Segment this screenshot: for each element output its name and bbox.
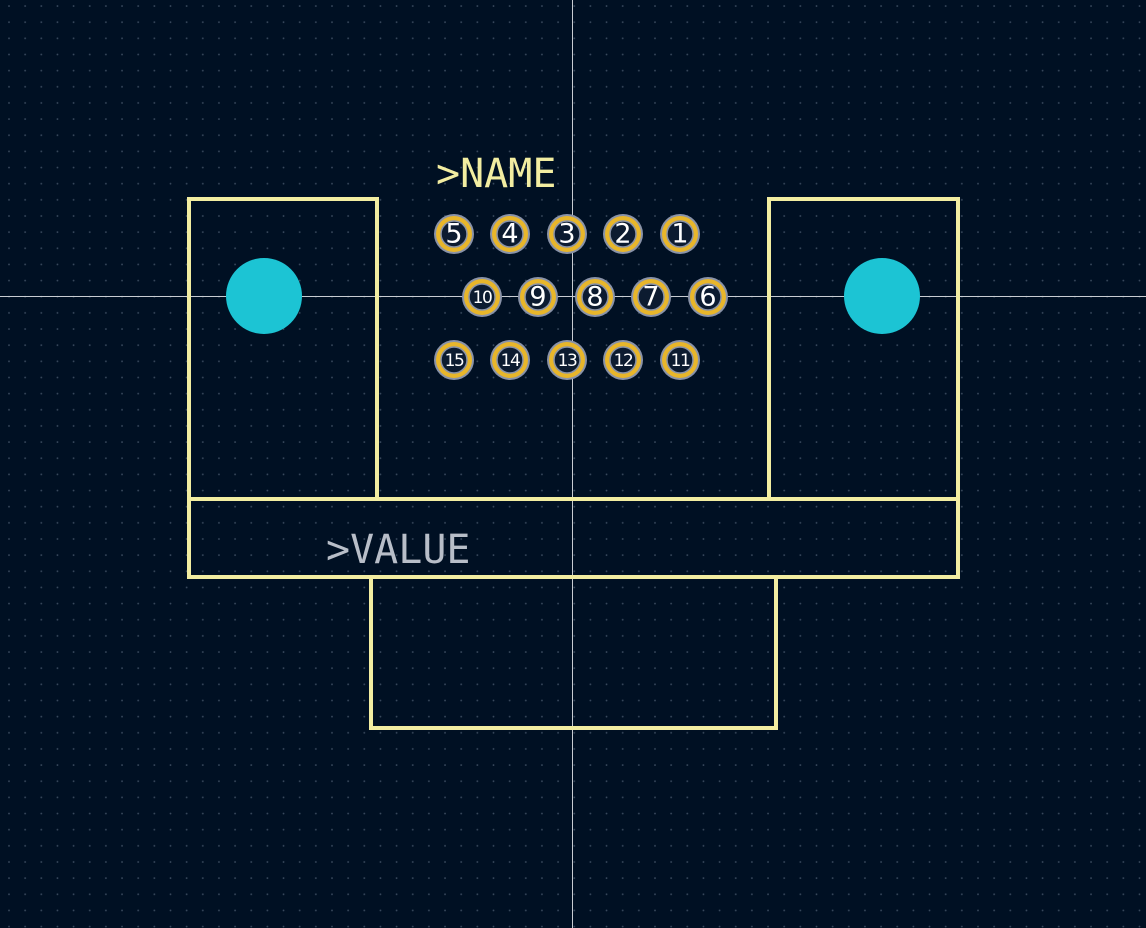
pad-drill-hole [609,220,637,248]
pad-number-label: 12 [614,351,633,371]
pad-number-label: 15 [445,351,464,371]
pad-5[interactable]: 5 [434,214,474,254]
pad-2[interactable]: 2 [603,214,643,254]
connector-shell [369,577,778,730]
pad-9[interactable]: 9 [518,277,558,317]
pad-15[interactable]: 15 [434,340,474,380]
pad-drill-hole [468,283,496,311]
pad-drill-hole [553,346,581,374]
pad-3[interactable]: 3 [547,214,587,254]
pad-number-label: 11 [671,351,690,371]
pad-number-label: 4 [501,219,518,250]
pad-1[interactable]: 1 [660,214,700,254]
pad-drill-hole [496,220,524,248]
pad-drill-hole [609,346,637,374]
mounting-hole-left[interactable] [226,258,302,334]
pad-7[interactable]: 7 [631,277,671,317]
pad-12[interactable]: 12 [603,340,643,380]
pad-number-label: 13 [558,351,577,371]
pad-drill-hole [524,283,552,311]
pad-number-label: 9 [529,282,546,313]
pad-number-label: 7 [642,282,659,313]
pad-drill-hole [440,346,468,374]
pad-drill-hole [694,283,722,311]
connector-flange [187,497,960,579]
pad-drill-hole [637,283,665,311]
pad-drill-hole [666,346,694,374]
pad-6[interactable]: 6 [688,277,728,317]
pad-8[interactable]: 8 [575,277,615,317]
pad-13[interactable]: 13 [547,340,587,380]
pad-number-label: 6 [699,282,716,313]
pad-number-label: 5 [445,219,462,250]
pad-drill-hole [440,220,468,248]
pad-drill-hole [581,283,609,311]
pad-11[interactable]: 11 [660,340,700,380]
pad-4[interactable]: 4 [490,214,530,254]
mounting-hole-right[interactable] [844,258,920,334]
pad-number-label: 2 [614,219,631,250]
pad-number-label: 10 [473,288,492,308]
pad-10[interactable]: 10 [462,277,502,317]
pad-number-label: 14 [501,351,520,371]
pad-14[interactable]: 14 [490,340,530,380]
pad-number-label: 8 [586,282,603,313]
pad-drill-hole [553,220,581,248]
name-label: >NAME [436,151,556,197]
pad-number-label: 1 [671,219,688,250]
value-label: >VALUE [326,527,471,573]
silkscreen-outline [187,197,960,730]
pad-number-label: 3 [558,219,575,250]
pad-drill-hole [496,346,524,374]
pad-drill-hole [666,220,694,248]
